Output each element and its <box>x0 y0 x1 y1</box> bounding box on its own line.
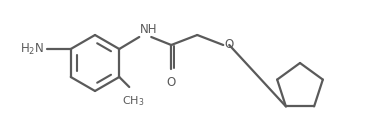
Text: H$_2$N: H$_2$N <box>19 41 44 57</box>
Text: O: O <box>224 38 233 51</box>
Text: CH$_3$: CH$_3$ <box>122 94 145 108</box>
Text: NH: NH <box>140 23 158 36</box>
Text: O: O <box>167 76 176 89</box>
